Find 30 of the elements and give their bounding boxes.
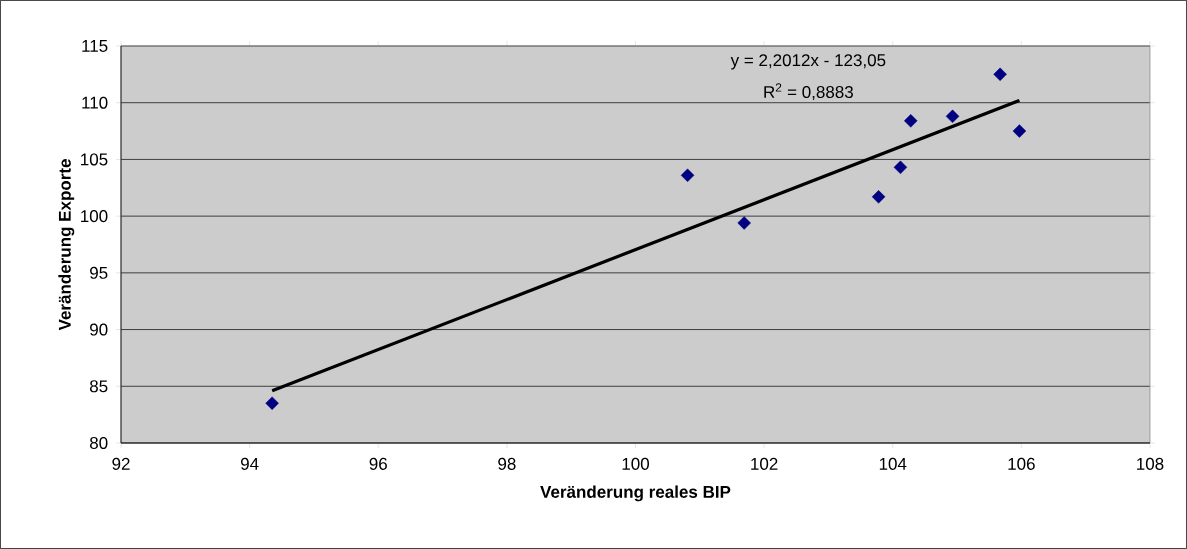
y-axis-title: Veränderung Exporte bbox=[58, 159, 75, 331]
y-tick-label: 110 bbox=[82, 96, 108, 109]
x-tick-label: 106 bbox=[1008, 457, 1035, 470]
x-tick-label: 92 bbox=[112, 457, 130, 470]
point bbox=[737, 216, 751, 230]
point bbox=[680, 168, 695, 183]
x-tick-label: 98 bbox=[498, 457, 516, 470]
x-tick-label: 102 bbox=[751, 457, 778, 470]
x-axis-title: Veränderung reales BIP bbox=[540, 485, 731, 502]
y-tick-label: 90 bbox=[90, 323, 108, 336]
point bbox=[993, 67, 1007, 82]
y-tick-label: 80 bbox=[89, 436, 108, 450]
annotation: y = 2,2012x - 123,05 bbox=[730, 54, 886, 70]
point bbox=[871, 190, 886, 204]
y-tick-label: 100 bbox=[81, 210, 108, 223]
y-tick-label: 85 bbox=[89, 380, 108, 393]
x-tick-label: 104 bbox=[879, 457, 907, 470]
x-tick-label: 108 bbox=[1137, 457, 1164, 470]
y-tick-label: 105 bbox=[81, 153, 108, 166]
x-tick-label: 94 bbox=[240, 457, 259, 470]
annotation: R$^{2}$ = 0,8883 bbox=[764, 83, 853, 101]
point bbox=[265, 396, 279, 410]
x-tick-label: 100 bbox=[622, 457, 650, 470]
point bbox=[945, 109, 960, 124]
point bbox=[893, 160, 908, 175]
point bbox=[1012, 124, 1027, 138]
y-tick-label: 115 bbox=[82, 40, 108, 52]
y-tick-label: 95 bbox=[90, 266, 108, 279]
point bbox=[904, 114, 918, 128]
x-tick-label: 96 bbox=[369, 457, 387, 470]
